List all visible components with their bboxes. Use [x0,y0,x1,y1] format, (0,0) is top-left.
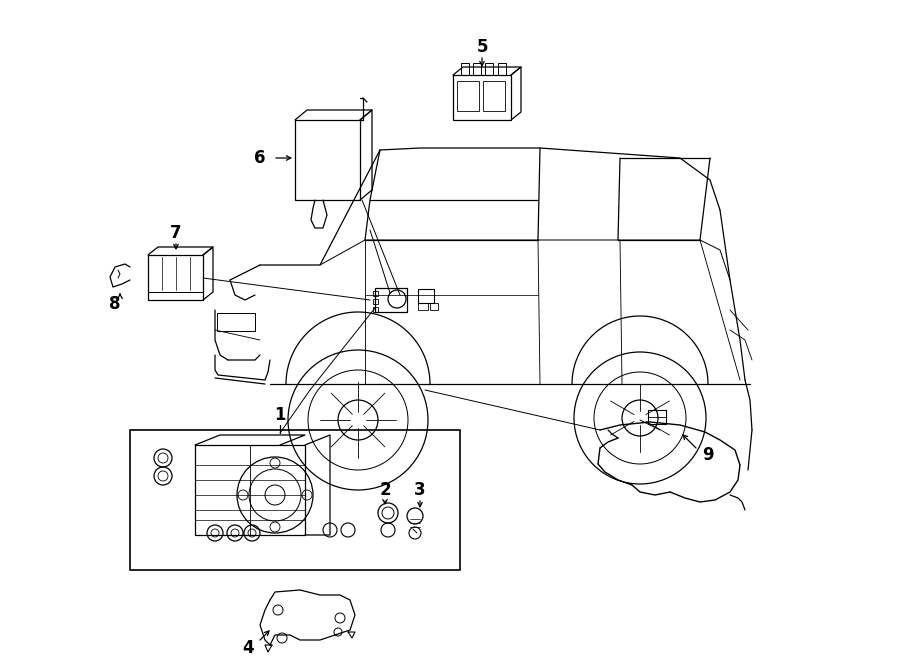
Bar [195,445,305,535]
Bar [430,303,438,310]
Bar [373,299,378,304]
Text: 5: 5 [476,38,488,56]
Text: 6: 6 [254,149,266,167]
Bar [148,255,203,300]
Text: 4: 4 [242,639,254,657]
Text: 9: 9 [702,446,714,464]
Bar [418,289,434,303]
Bar [375,288,407,312]
Bar [473,63,481,75]
Text: 2: 2 [379,481,391,499]
Text: 1: 1 [274,406,286,424]
Bar [373,291,378,296]
Bar [498,63,506,75]
Bar [130,430,460,570]
Text: 7: 7 [170,224,182,242]
Text: 3: 3 [414,481,426,499]
Bar [483,81,505,111]
Bar [453,75,511,120]
Text: 8: 8 [109,295,121,313]
Bar [648,410,666,424]
Bar [295,120,360,200]
Bar [217,313,255,331]
Bar [373,307,378,312]
Bar [485,63,493,75]
Bar [418,303,428,310]
Bar [461,63,469,75]
Bar [457,81,479,111]
